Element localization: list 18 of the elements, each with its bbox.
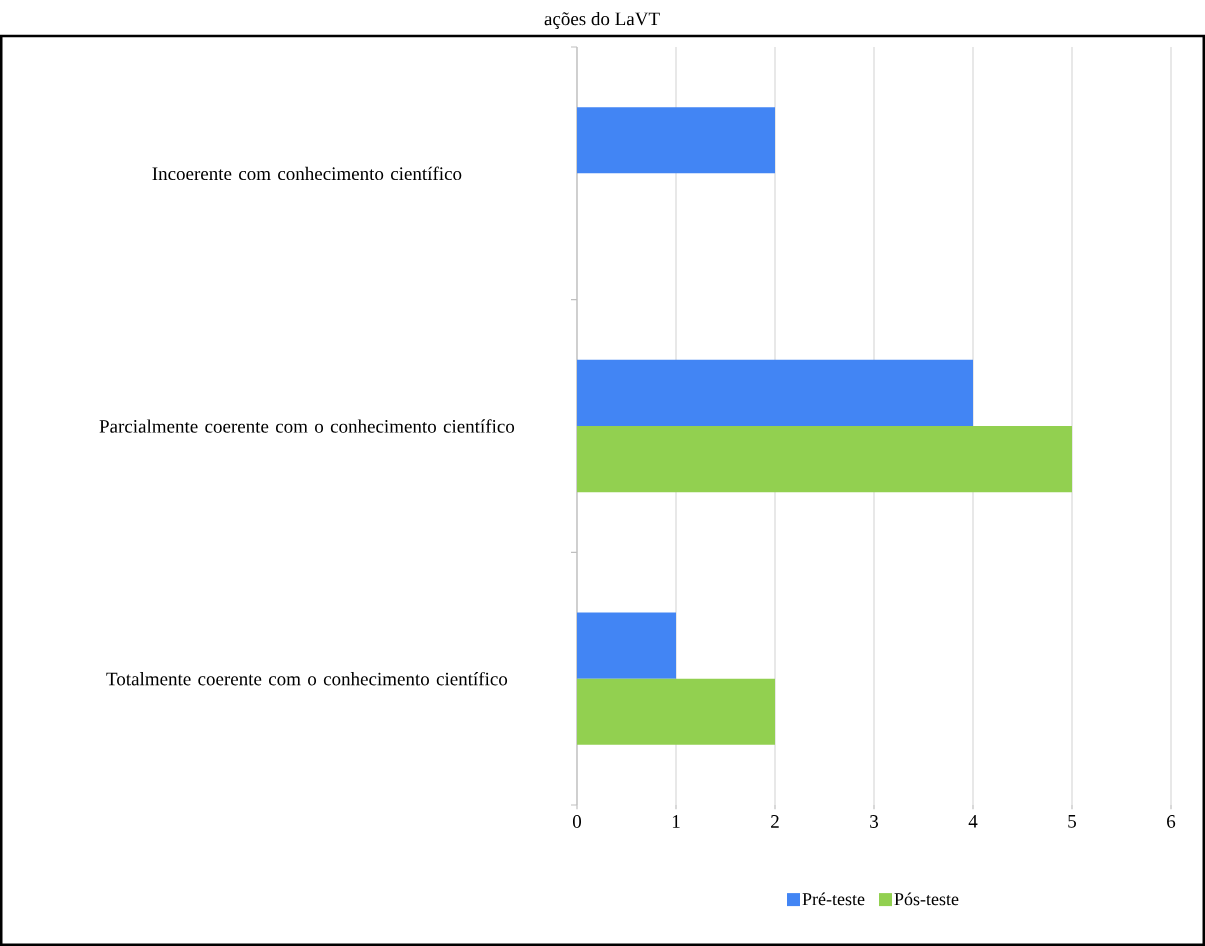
x-tick-label: 4 [968,815,978,828]
y-tick-label: Totalmente coerente com o conhecimento científico [106,671,508,686]
bar [577,612,676,679]
x-tick-label: 3 [870,815,879,828]
x-tick-label: 0 [572,815,582,828]
chart-title: ações do LaVT [544,11,660,30]
bar [577,359,973,426]
y-tick-label: Incoerente com conhecimento científico [152,166,462,181]
x-tick-label: 6 [1167,815,1176,828]
legend-label: Pós-teste [894,892,959,906]
x-tick-label: 2 [771,815,779,828]
legend-label: Pré-teste [802,892,865,906]
x-tick-label: 1 [672,815,680,828]
x-tick-label: 5 [1068,815,1077,828]
bar [577,426,1072,493]
bar [577,678,775,745]
bar [577,107,775,174]
y-tick-label: Parcialmente coerente com o conhecimento científico [99,419,515,433]
